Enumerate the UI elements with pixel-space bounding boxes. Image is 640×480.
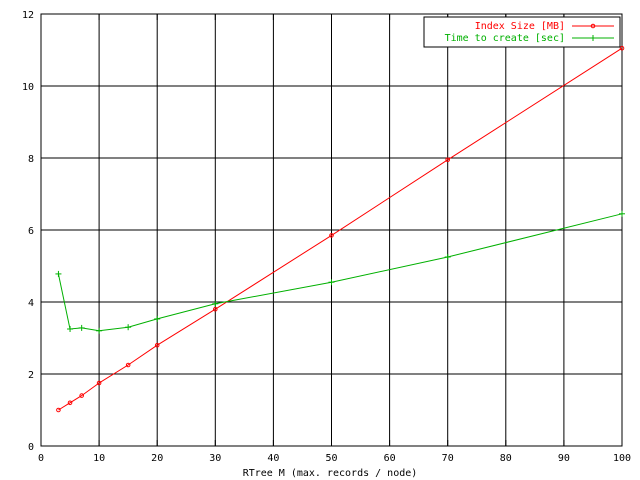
data-point (212, 300, 219, 307)
data-point (329, 233, 334, 238)
data-point (55, 270, 62, 277)
grid-lines (41, 14, 622, 446)
x-tick-label: 30 (209, 453, 221, 464)
data-point (154, 342, 160, 348)
data-point (154, 315, 161, 322)
data-point (67, 400, 73, 406)
data-point (78, 324, 85, 331)
legend-label: Index Size [MB] (475, 21, 565, 32)
legend-label: Time to create [sec] (445, 33, 565, 44)
data-point (619, 210, 625, 217)
x-tick-label: 80 (500, 453, 512, 464)
y-tick-label: 10 (22, 82, 34, 93)
y-tick-label: 12 (22, 10, 34, 21)
y-axis-ticks: 0 2 4 6 8 10 12 (22, 10, 622, 453)
legend: Index Size [MB]Time to create [sec] (423, 16, 621, 48)
data-point (96, 380, 102, 386)
data-point (67, 326, 74, 332)
x-tick-label: 50 (325, 453, 337, 464)
series-line (58, 47, 623, 411)
x-tick-label: 0 (38, 453, 44, 464)
x-tick-label: 20 (151, 453, 163, 464)
legend-item: Time to create [sec] (445, 33, 614, 44)
data-series (55, 45, 625, 413)
data-point (125, 362, 131, 368)
data-point (213, 306, 218, 312)
x-axis-label: RTree M (max. records / node) (243, 468, 418, 479)
x-tick-label: 90 (558, 453, 570, 464)
x-tick-label: 100 (613, 453, 631, 464)
y-tick-label: 6 (28, 226, 34, 237)
legend-item: Index Size [MB] (475, 21, 614, 32)
data-point (328, 279, 335, 286)
series-2 (55, 210, 625, 334)
legend-marker (590, 23, 596, 29)
data-point (125, 324, 132, 331)
data-point (619, 45, 625, 51)
series-1 (56, 45, 625, 413)
y-tick-label: 4 (28, 298, 34, 309)
x-tick-label: 40 (267, 453, 279, 464)
y-tick-label: 8 (28, 154, 34, 165)
x-axis-ticks: 0 10 20 30 40 50 60 70 80 90 100 (38, 14, 631, 464)
series-line (57, 213, 623, 332)
data-point (445, 157, 451, 163)
x-tick-label: 10 (93, 453, 105, 464)
x-tick-label: 70 (442, 453, 454, 464)
data-point (79, 393, 84, 398)
x-tick-label: 60 (384, 453, 396, 464)
y-tick-label: 0 (28, 442, 34, 453)
data-point (444, 254, 451, 260)
y-tick-label: 2 (28, 370, 34, 381)
data-point (96, 327, 103, 334)
legend-box (423, 16, 621, 48)
data-point (56, 407, 61, 413)
